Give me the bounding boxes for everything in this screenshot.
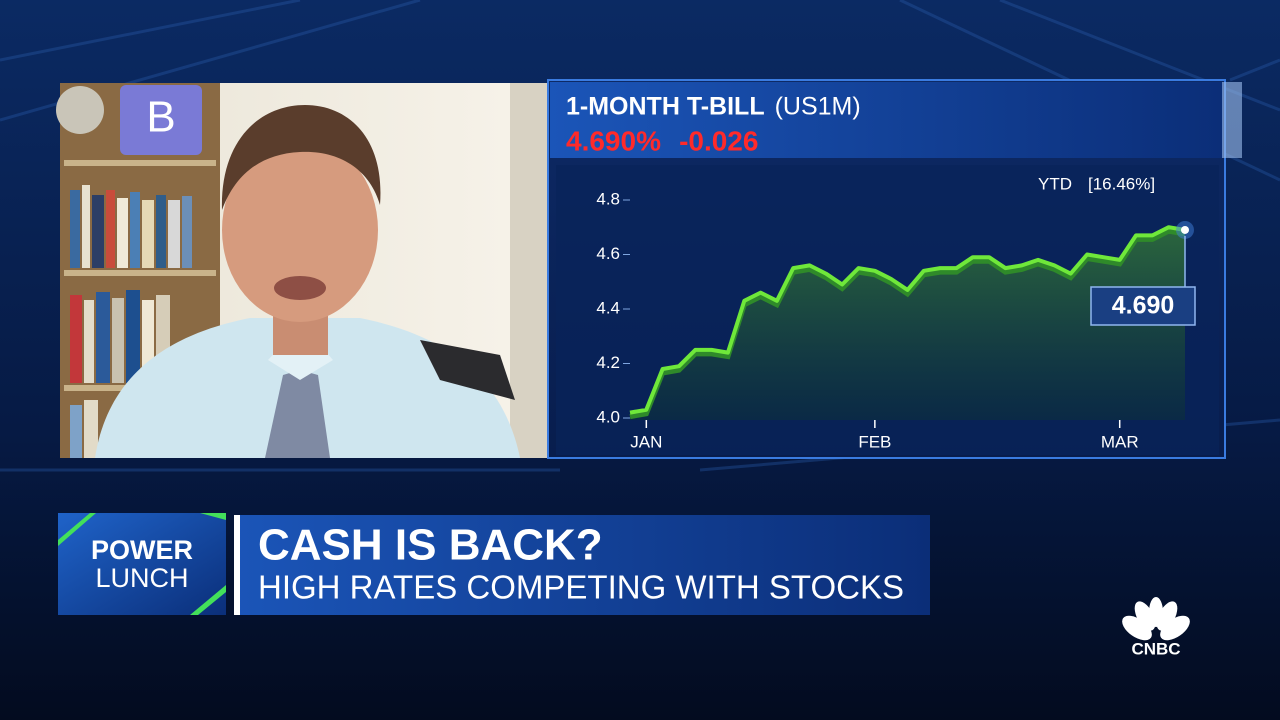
chart-symbol: (US1M) [775, 93, 861, 121]
video-feed: B [56, 83, 548, 458]
ytd-change: [16.46%] [1088, 174, 1155, 193]
y-tick-label: 4.4 [596, 298, 620, 317]
point [1181, 225, 1189, 234]
svg-text:B: B [146, 93, 175, 142]
ytd-label: YTD [1038, 174, 1072, 193]
y-tick-label: 4.2 [596, 353, 620, 372]
value-label-box [1090, 286, 1196, 326]
line-shadow [629, 228, 1186, 420]
x-tick-label: JAN [630, 432, 662, 451]
area [630, 227, 1185, 420]
price-change: -0.026 [679, 125, 758, 156]
network-name: CNBC [1131, 639, 1180, 658]
y-tick-label: 4.0 [596, 407, 620, 426]
chart-title: 1-MONTH T-BILL [566, 93, 765, 121]
y-tick-label: 4.8 [596, 189, 620, 208]
show-name-line1: POWER [91, 535, 193, 565]
price: 4.690% [566, 125, 661, 156]
x-tick-label: MAR [1101, 432, 1139, 451]
subheadline: HIGH RATES COMPETING WITH STOCKS [258, 569, 904, 606]
headline: CASH IS BACK? [258, 521, 603, 570]
line [629, 225, 1186, 415]
x-tick-label: FEB [858, 432, 891, 451]
lower-third: POWER LUNCH CASH IS BACK? HIGH RATES COM… [58, 513, 930, 615]
network-logo: CNBC [1122, 597, 1190, 658]
plot: 4.0 4.2 4.4 4.6 4.8 JAN FEB MAR 4.690 [596, 189, 1196, 451]
y-tick-label: 4.6 [596, 244, 620, 263]
value-label: 4.690 [1112, 292, 1175, 320]
show-name-line2: LUNCH [95, 563, 188, 593]
